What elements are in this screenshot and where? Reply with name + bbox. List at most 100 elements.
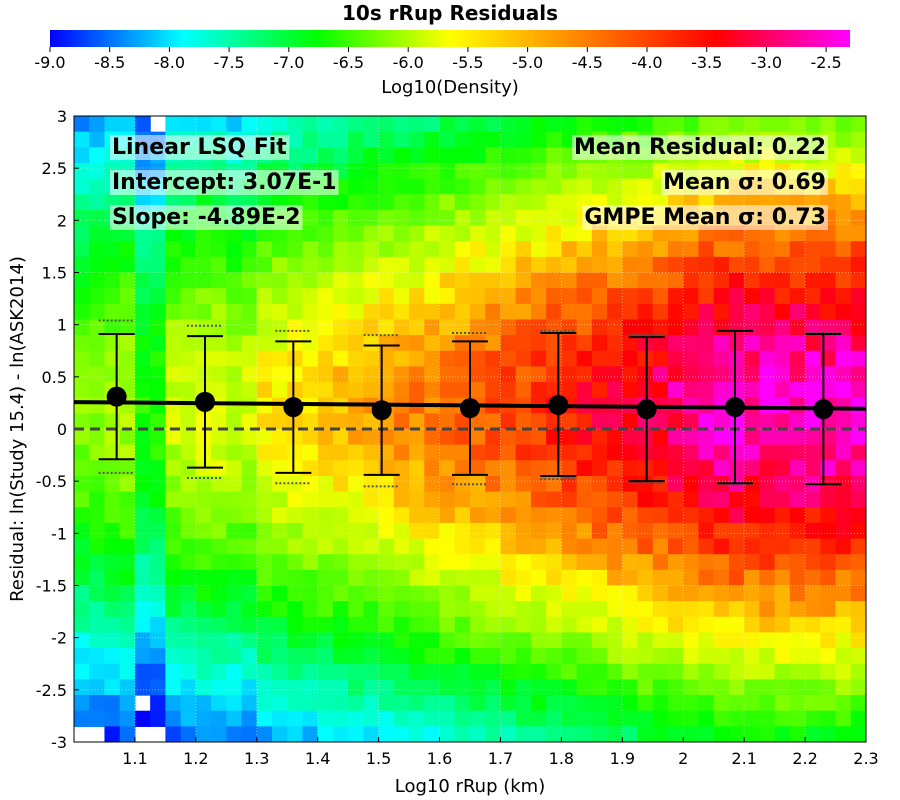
heatmap-cell (850, 162, 866, 180)
heatmap-cell (332, 319, 349, 336)
heatmap-cell (713, 569, 730, 587)
heatmap-cell (713, 350, 730, 367)
heatmap-cell (789, 569, 806, 587)
heatmap-cell (561, 632, 578, 649)
heatmap-cell (850, 429, 866, 446)
heatmap-cell (226, 726, 243, 742)
heatmap-cell (332, 507, 349, 524)
heatmap-cell (89, 131, 106, 148)
heatmap-cell (652, 648, 669, 665)
heatmap-cell (607, 585, 623, 602)
heatmap-cell (835, 131, 852, 148)
heatmap-cell (332, 460, 349, 477)
heatmap-cell (622, 569, 639, 587)
heatmap-cell (134, 554, 151, 571)
heatmap-cell (637, 241, 654, 258)
heatmap-cell (576, 616, 593, 634)
heatmap-cell (668, 648, 684, 665)
heatmap-cell (850, 491, 866, 508)
heatmap-cell (591, 413, 608, 430)
heatmap-cell (713, 444, 730, 461)
heatmap-cell (546, 648, 562, 665)
heatmap-cell (348, 460, 364, 477)
annotation-bg (661, 170, 828, 195)
heatmap-cell (805, 303, 821, 321)
heatmap-cell (104, 272, 121, 289)
heatmap-cell (759, 601, 776, 618)
heatmap-cell (470, 194, 486, 211)
heatmap-cell (195, 319, 212, 336)
heatmap-cell (119, 585, 136, 602)
heatmap-cell (74, 538, 90, 555)
heatmap-cell (789, 241, 806, 258)
heatmap-cell (256, 382, 273, 399)
heatmap-cell (591, 272, 608, 289)
heatmap-cell (454, 131, 471, 148)
heatmap-cell (652, 679, 669, 696)
heatmap-cell (378, 522, 395, 540)
heatmap-cell (256, 663, 273, 680)
heatmap-cell (302, 679, 319, 696)
heatmap-cell (150, 429, 166, 446)
heatmap-cell (211, 429, 227, 446)
heatmap-cell (454, 460, 471, 477)
heatmap-cell (789, 288, 806, 305)
heatmap-cell (668, 429, 684, 446)
heatmap-cell (774, 460, 791, 477)
heatmap-cell (515, 648, 532, 665)
heatmap-cell (378, 679, 395, 696)
heatmap-cell (530, 507, 547, 524)
heatmap-cell (74, 178, 90, 195)
heatmap-cell (622, 663, 639, 680)
heatmap-cell (759, 303, 776, 321)
heatmap-cell (774, 569, 791, 587)
heatmap-cell (622, 648, 639, 665)
heatmap-cell (637, 335, 654, 352)
heatmap-cell (530, 632, 547, 649)
heatmap-cell (622, 178, 639, 195)
heatmap-cell (485, 475, 502, 493)
heatmap-cell (454, 710, 471, 727)
heatmap-cell (683, 319, 700, 336)
heatmap-cell (805, 601, 821, 618)
heatmap-cell (546, 585, 562, 602)
heatmap-cell (439, 413, 456, 430)
heatmap-cell (637, 695, 654, 712)
heatmap-cell (470, 429, 486, 446)
heatmap-cell (348, 538, 364, 555)
heatmap-cell (134, 616, 151, 634)
heatmap-cell (89, 507, 106, 524)
heatmap-cell (652, 256, 669, 274)
heatmap-cell (119, 288, 136, 305)
heatmap-cell (637, 303, 654, 321)
heatmap-cell (485, 319, 502, 336)
heatmap-cell (591, 444, 608, 461)
heatmap-cell (211, 601, 227, 618)
heatmap-cell (409, 303, 425, 321)
heatmap-cell (363, 225, 380, 242)
bin-errorbar (275, 329, 312, 485)
heatmap-cell (393, 382, 410, 399)
heatmap-cell (424, 710, 441, 727)
heatmap-cell (393, 679, 410, 696)
heatmap-cell (470, 116, 486, 133)
heatmap-cell (576, 413, 593, 430)
heatmap-cell (561, 601, 578, 618)
heatmap-cell (728, 554, 745, 571)
heatmap-cell (759, 382, 776, 399)
heatmap-cell (850, 303, 866, 321)
heatmap-cell (683, 303, 700, 321)
heatmap-cell (485, 209, 502, 227)
heatmap-cell (698, 663, 715, 680)
heatmap-cell (607, 303, 623, 321)
heatmap-cell (622, 444, 639, 461)
heatmap-cell (393, 726, 410, 742)
heatmap-cell (485, 194, 502, 211)
heatmap-cell (835, 522, 852, 540)
heatmap-cell (211, 695, 227, 712)
heatmap-cell (759, 256, 776, 274)
heatmap-cell (195, 554, 212, 571)
heatmap-cell (89, 522, 106, 540)
heatmap-cell (226, 413, 243, 430)
heatmap-cell (835, 726, 852, 742)
